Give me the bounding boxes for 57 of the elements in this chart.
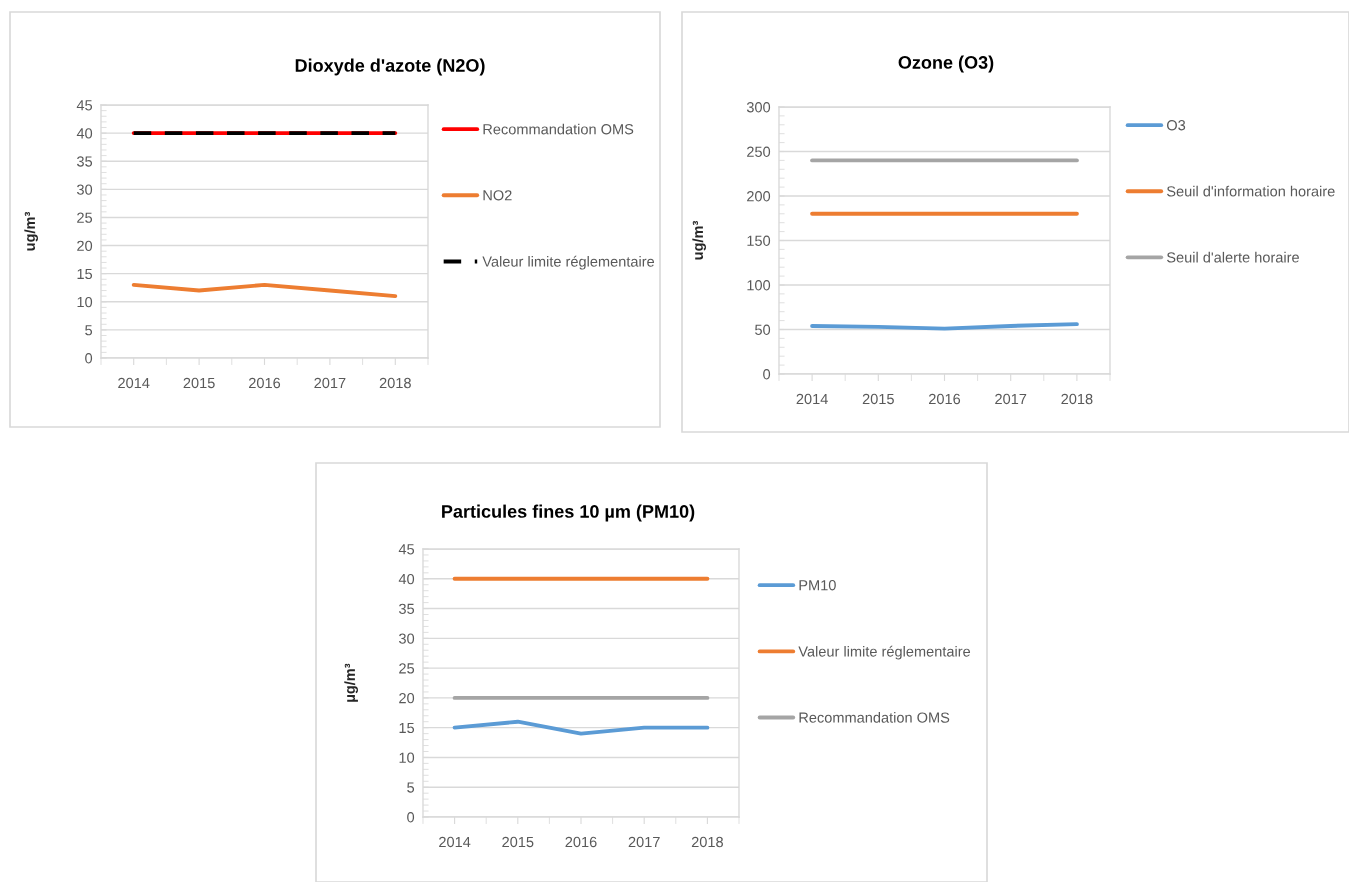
y-tick-label: 200 (747, 191, 771, 202)
y-axis-title: ug/m³ (692, 220, 706, 260)
y-tick-label: 0 (763, 369, 771, 380)
chart-title: Ozone (O3) (898, 55, 994, 73)
x-tick-label: 2017 (995, 393, 1027, 405)
chart-title: Dioxyde d'azote (N2O) (295, 58, 485, 76)
y-tick-label: 15 (399, 722, 415, 734)
x-tick-label: 2015 (862, 393, 894, 405)
x-tick-label: 2018 (691, 836, 723, 848)
y-axis-title: µg/m³ (344, 663, 358, 702)
y-tick-label: 0 (85, 353, 93, 364)
x-tick-label: 2016 (929, 393, 961, 405)
x-tick-label: 2017 (314, 377, 346, 389)
y-tick-label: 150 (747, 235, 771, 246)
x-tick-label: 2018 (379, 377, 411, 389)
x-tick-label: 2017 (628, 836, 660, 848)
y-tick-label: 40 (76, 128, 93, 139)
legend-label: Seuil d'information horaire (1166, 185, 1335, 197)
chart-title: Particules fines 10 µm (PM10) (442, 504, 695, 522)
y-tick-label: 10 (77, 296, 93, 308)
x-tick-label: 2016 (249, 377, 281, 389)
y-tick-label: 0 (407, 812, 415, 823)
y-tick-label: 20 (77, 240, 93, 251)
y-tick-label: 300 (746, 102, 771, 113)
y-tick-label: 100 (747, 280, 771, 291)
legend-label: Recommandation OMS (799, 712, 950, 723)
x-tick-label: 2016 (565, 836, 597, 848)
y-tick-label: 10 (399, 752, 415, 763)
y-tick-label: 15 (77, 268, 93, 280)
y-tick-label: 30 (77, 184, 93, 195)
x-tick-label: 2015 (502, 836, 534, 848)
x-tick-label: 2018 (1061, 393, 1093, 405)
legend-label: Recommandation OMS (483, 123, 634, 135)
y-tick-label: 5 (407, 782, 415, 793)
legend-label: Seuil d'alerte horaire (1166, 251, 1299, 263)
y-tick-label: 5 (85, 325, 93, 336)
y-tick-label: 35 (399, 603, 415, 614)
y-tick-label: 250 (747, 146, 771, 157)
y-tick-label: 20 (399, 692, 415, 704)
y-tick-label: 50 (755, 324, 771, 335)
y-tick-label: 45 (76, 100, 93, 111)
legend-label: O3 (1167, 120, 1186, 131)
y-tick-label: 25 (77, 212, 93, 223)
x-tick-label: 2015 (183, 377, 215, 389)
y-tick-label: 45 (398, 544, 415, 555)
x-tick-label: 2014 (118, 377, 150, 389)
y-tick-label: 40 (398, 573, 415, 585)
y-tick-label: 35 (77, 156, 93, 167)
x-tick-label: 2014 (796, 393, 828, 405)
legend-label: PM10 (799, 580, 836, 591)
x-tick-label: 2014 (439, 836, 471, 848)
legend-label: Valeur limite réglementaire (482, 255, 655, 270)
y-axis-title: ug/m³ (24, 211, 38, 251)
y-tick-label: 25 (399, 663, 415, 674)
legend-label: Valeur limite réglementaire (798, 645, 971, 660)
legend-label: NO2 (483, 190, 512, 201)
y-tick-label: 30 (399, 633, 415, 644)
